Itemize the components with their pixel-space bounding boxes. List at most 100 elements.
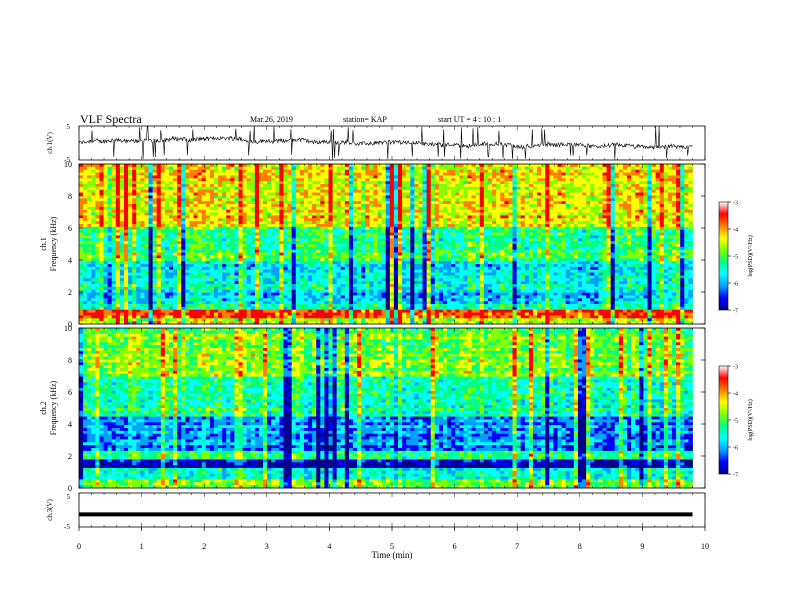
spectrogram-cell <box>365 230 369 233</box>
spectrogram-cell <box>210 304 214 307</box>
spectrogram-cell <box>149 218 153 221</box>
spectrogram-cell <box>292 290 296 293</box>
spectrogram-cell <box>406 218 410 221</box>
spectrogram-cell <box>210 184 214 187</box>
spectrogram-cell <box>386 273 390 276</box>
spectrogram-cell <box>189 284 193 287</box>
spectrogram-cell <box>226 307 230 310</box>
spectrogram-cell <box>349 264 353 267</box>
spectrogram-cell <box>251 253 255 256</box>
spectrogram-cell <box>120 204 124 207</box>
spectrogram-cell <box>222 207 226 210</box>
spectrogram-cell <box>263 204 267 207</box>
spectrogram-cell <box>112 187 116 190</box>
spectrogram-cell <box>189 278 193 281</box>
spectrogram-cell <box>292 198 296 201</box>
spectrogram-cell <box>365 313 369 316</box>
spectrogram-cell <box>161 178 165 181</box>
spectrogram-cell <box>222 287 226 290</box>
spectrogram-cell <box>239 253 243 256</box>
spectrogram-cell <box>206 318 210 321</box>
spectrogram-cell <box>292 275 296 278</box>
spectrogram-cell <box>288 173 292 176</box>
spectrogram-cell <box>373 227 377 230</box>
spectrogram-cell <box>116 261 120 264</box>
spectrogram-cell <box>378 195 382 198</box>
spectrogram-cell <box>144 244 148 247</box>
spectrogram-cell <box>337 255 341 258</box>
spectrogram-cell <box>312 195 316 198</box>
spectrogram-cell <box>136 307 140 310</box>
spectrogram-cell <box>271 233 275 236</box>
spectrogram-cell <box>99 284 103 287</box>
spectrogram-cell <box>144 238 148 241</box>
spectrogram-cell <box>324 175 328 178</box>
spectrogram-cell <box>271 227 275 230</box>
spectrogram-cell <box>161 198 165 201</box>
spectrogram-cell <box>279 173 283 176</box>
spectrogram-cell <box>288 181 292 184</box>
spectrogram-cell <box>157 207 161 210</box>
spectrogram-cell <box>234 241 238 244</box>
spectrogram-cell <box>153 238 157 241</box>
spectrogram-cell <box>304 287 308 290</box>
spectrogram-cell <box>181 310 185 313</box>
spectrogram-cell <box>230 238 234 241</box>
spectrogram-cell <box>189 215 193 218</box>
spectrogram-cell <box>161 318 165 321</box>
spectrogram-cell <box>226 207 230 210</box>
spectrogram-cell <box>87 247 91 250</box>
spectrogram-cell <box>206 215 210 218</box>
spectrogram-cell <box>369 204 373 207</box>
spectrogram-cell <box>116 295 120 298</box>
spectrogram-cell <box>247 315 251 318</box>
spectrogram-cell <box>214 221 218 224</box>
spectrogram-cell <box>304 201 308 204</box>
spectrogram-cell <box>99 301 103 304</box>
spectrogram-cell <box>120 273 124 276</box>
spectrogram-cell <box>353 298 357 301</box>
spectrogram-cell <box>136 238 140 241</box>
spectrogram-cell <box>283 198 287 201</box>
spectrogram-cell <box>406 213 410 216</box>
spectrogram-cell <box>157 284 161 287</box>
spectrogram-cell <box>390 215 394 218</box>
spectrogram-cell <box>279 315 283 318</box>
spectrogram-cell <box>210 201 214 204</box>
spectrogram-cell <box>173 184 177 187</box>
spectrogram-cell <box>198 250 202 253</box>
spectrogram-cell <box>410 204 414 207</box>
spectrogram-cell <box>108 187 112 190</box>
spectrogram-cell <box>386 304 390 307</box>
spectrogram-cell <box>357 287 361 290</box>
spectrogram-cell <box>226 170 230 173</box>
spectrogram-cell <box>165 313 169 316</box>
spectrogram-cell <box>316 244 320 247</box>
spectrogram-cell <box>324 187 328 190</box>
spectrogram-cell <box>189 270 193 273</box>
spectrogram-cell <box>349 173 353 176</box>
spectrogram-cell <box>153 187 157 190</box>
spectrogram-cell <box>79 221 83 224</box>
spectrogram-cell <box>247 298 251 301</box>
spectrogram-cell <box>239 218 243 221</box>
spectrogram-cell <box>288 190 292 193</box>
spectrogram-cell <box>173 258 177 261</box>
spectrogram-cell <box>275 218 279 221</box>
spectrogram-cell <box>153 298 157 301</box>
spectrogram-cell <box>210 224 214 227</box>
spectrogram-cell <box>308 241 312 244</box>
spectrogram-cell <box>361 304 365 307</box>
spectrogram-cell <box>185 195 189 198</box>
spectrogram-cell <box>312 235 316 238</box>
spectrogram-cell <box>283 204 287 207</box>
spectrogram-cell <box>382 318 386 321</box>
spectrogram-cell <box>382 173 386 176</box>
spectrogram-cell <box>173 195 177 198</box>
spectrogram-cell <box>283 170 287 173</box>
spectrogram-cell <box>406 195 410 198</box>
spectrogram-cell <box>271 167 275 170</box>
spectrogram-cell <box>153 318 157 321</box>
spectrogram-cell <box>173 224 177 227</box>
spectrogram-cell <box>255 204 259 207</box>
